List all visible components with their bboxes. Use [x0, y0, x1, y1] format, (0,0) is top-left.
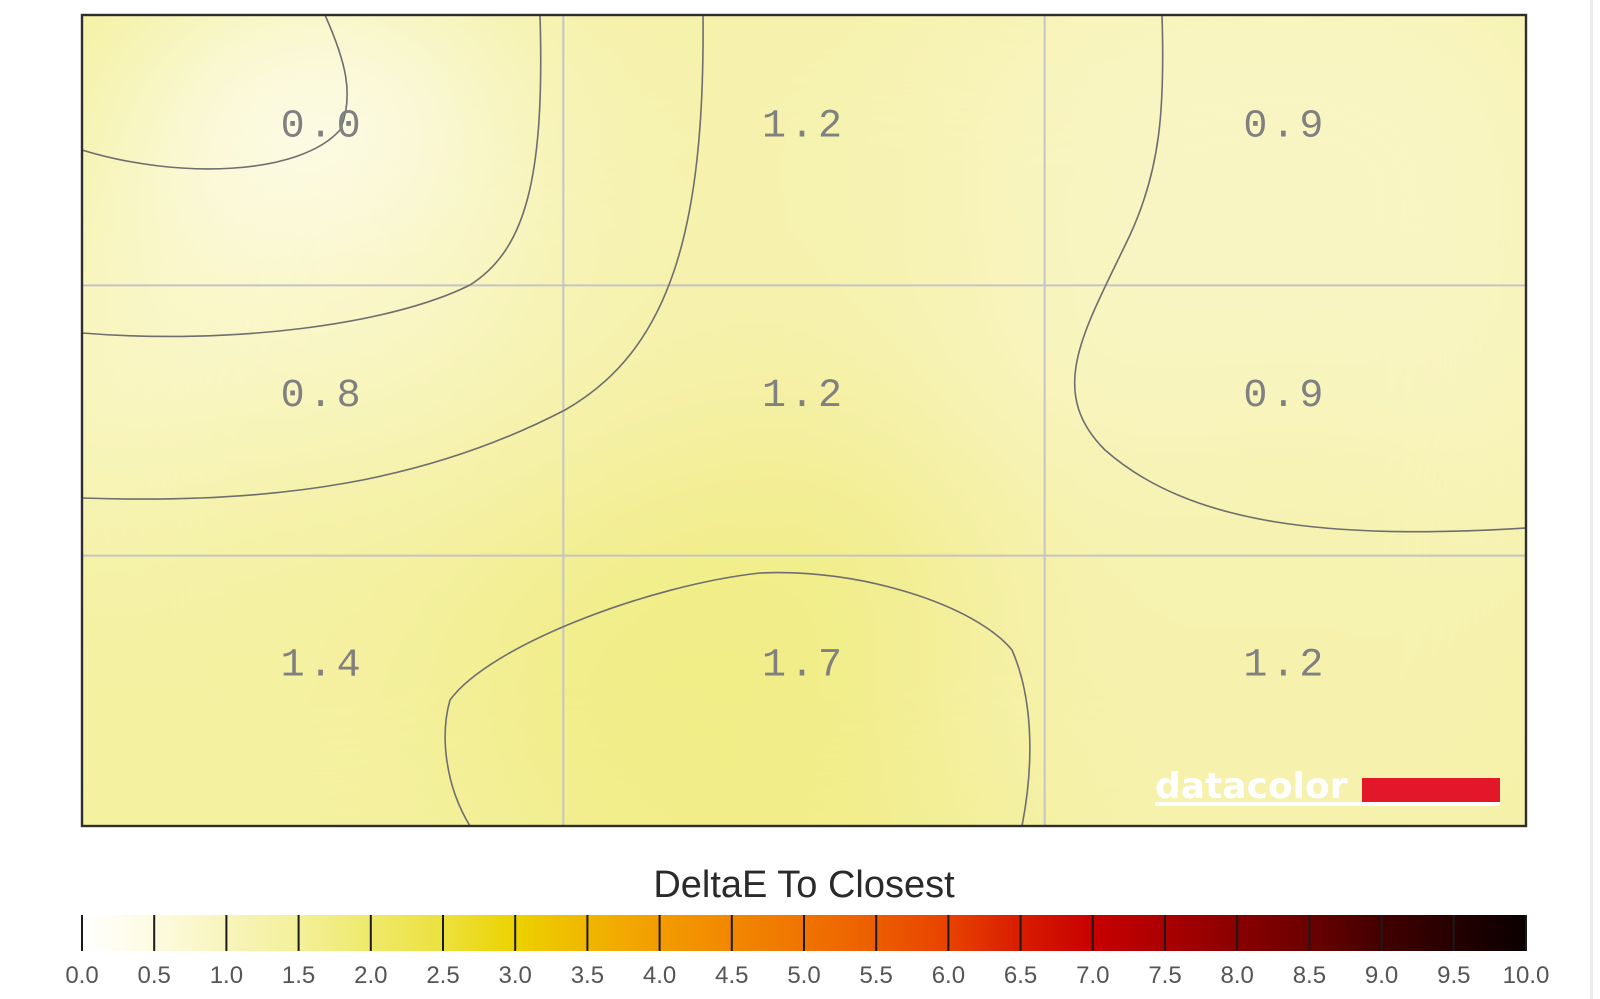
- cell-value: 0.9: [1243, 105, 1327, 150]
- cell-value: 0.8: [281, 374, 365, 419]
- color-scale-tick-label: 6.5: [1004, 962, 1037, 989]
- color-scale-tick-label: 8.0: [1221, 962, 1254, 989]
- color-scale-tick-label: 0.5: [138, 962, 171, 989]
- color-scale-tick-label: 9.5: [1437, 962, 1470, 989]
- color-scale-tick-label: 10.0: [1503, 962, 1550, 989]
- color-scale-tick-labels: 0.0 0.5 1.0 1.5 2.0 2.5 3.0 3.5 4.0 4.5 5.0 5.5 6.0 6…: [65, 962, 1549, 989]
- contour-line: [82, 15, 349, 170]
- cell-value: 0.0: [281, 105, 365, 150]
- color-scale-tick-label: 5.5: [860, 962, 893, 989]
- cell-value: 1.2: [1243, 644, 1327, 689]
- color-scale-title: DeltaE To Closest: [653, 864, 955, 906]
- contour-line: [1073, 15, 1526, 533]
- color-scale-tick-label: 4.5: [715, 962, 748, 989]
- color-scale-ticks: [81, 915, 1527, 951]
- color-scale-tick-label: 6.0: [932, 962, 965, 989]
- color-scale-tick-label: 1.5: [282, 962, 315, 989]
- color-scale-legend: DeltaE To Closest 0.0 0.5 1.0 1.5 2.0 2.5 3.0 3…: [65, 864, 1549, 989]
- cell-value: 1.4: [281, 644, 365, 689]
- plot-frame: [80, 13, 1528, 828]
- color-scale-tick-label: 3.5: [571, 962, 604, 989]
- datacolor-logo: datacolor: [1155, 766, 1500, 807]
- heat-field: [82, 15, 1526, 826]
- color-scale-tick-label: 1.0: [210, 962, 243, 989]
- color-scale-tick-label: 2.0: [354, 962, 387, 989]
- color-scale-tick-label: 3.0: [499, 962, 532, 989]
- cell-value: 1.7: [762, 644, 846, 689]
- color-scale-tick-label: 7.5: [1148, 962, 1181, 989]
- contour-lines: [82, 15, 1526, 826]
- cell-value: 1.2: [762, 105, 846, 150]
- color-scale-tick-label: 8.5: [1293, 962, 1326, 989]
- heatmap-plot-area: 0.0 1.2 0.9 0.8 1.2 0.9 1.4 1.7 1.2: [80, 13, 1528, 828]
- datacolor-logo-bar: [1362, 778, 1500, 802]
- contour-line: [82, 15, 704, 500]
- page-edge-divider: [1590, 0, 1593, 999]
- color-scale-tick-label: 7.0: [1076, 962, 1109, 989]
- grid-lines: [82, 15, 1526, 826]
- cell-value: 0.9: [1243, 374, 1327, 419]
- contour-line: [82, 15, 542, 338]
- color-scale-tick-label: 2.5: [426, 962, 459, 989]
- contour-line: [444, 571, 1031, 826]
- color-scale-tick-label: 0.0: [65, 962, 98, 989]
- color-scale-tick-label: 5.0: [787, 962, 820, 989]
- cell-value: 1.2: [762, 374, 846, 419]
- heat-blob: [934, 430, 1526, 826]
- color-scale-tick-label: 9.0: [1365, 962, 1398, 989]
- datacolor-logo-underline: [1155, 802, 1500, 806]
- cell-value-labels: 0.0 1.2 0.9 0.8 1.2 0.9 1.4 1.7 1.2: [281, 105, 1327, 689]
- datacolor-logo-text: datacolor: [1155, 766, 1348, 807]
- color-scale-tick-label: 4.0: [643, 962, 676, 989]
